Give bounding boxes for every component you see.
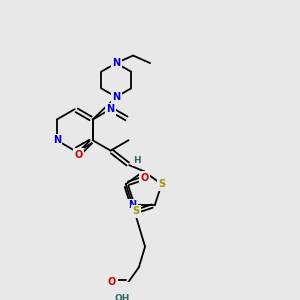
Text: OH: OH	[115, 294, 130, 300]
Text: O: O	[108, 277, 116, 287]
Text: S: S	[133, 206, 140, 216]
Text: N: N	[129, 200, 137, 210]
Text: S: S	[158, 179, 165, 189]
Text: O: O	[74, 150, 82, 160]
Text: N: N	[112, 58, 120, 68]
Text: N: N	[53, 135, 61, 145]
Text: H: H	[133, 156, 140, 165]
Text: N: N	[106, 104, 115, 114]
Text: O: O	[140, 173, 148, 183]
Text: N: N	[112, 92, 120, 102]
